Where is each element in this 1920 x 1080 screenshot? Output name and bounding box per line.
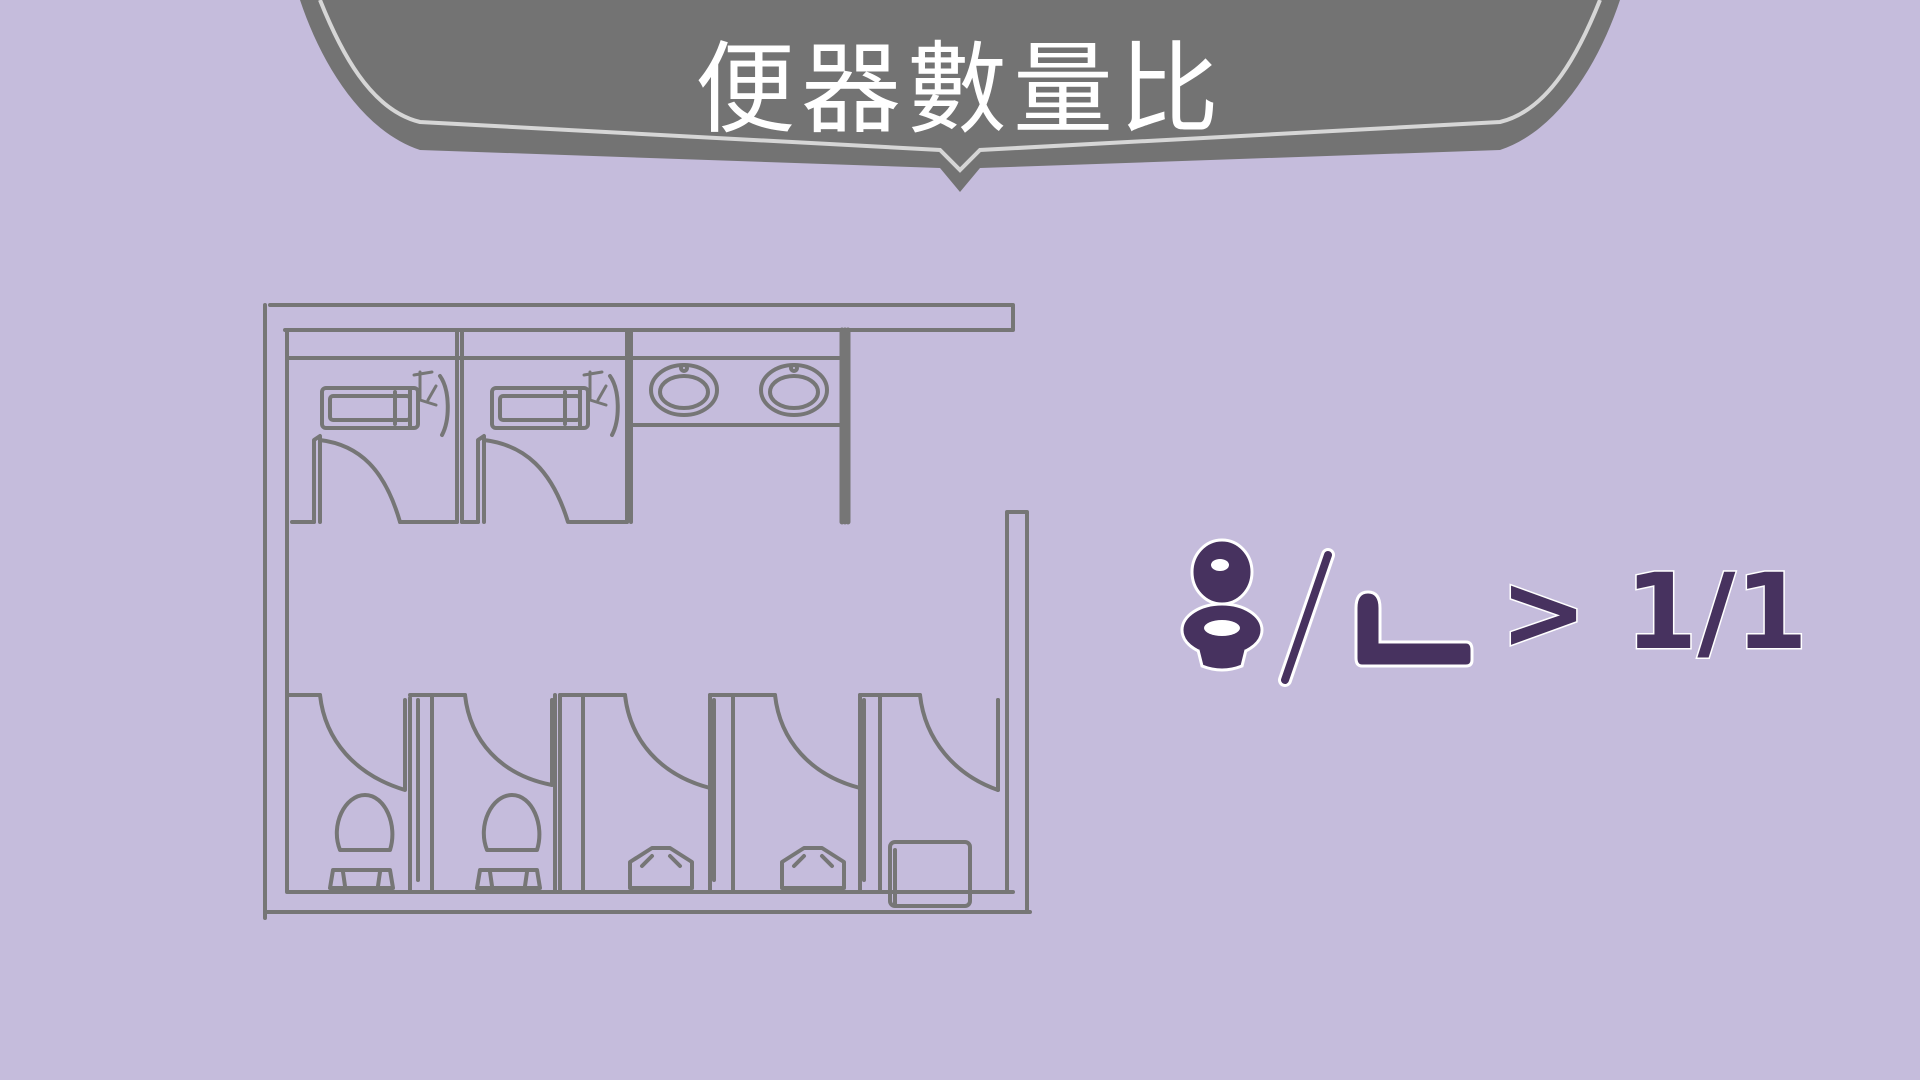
ratio-value: 1/1 [1625,551,1808,673]
sink-icon-2 [759,363,829,417]
toilet-icon-1 [328,793,395,890]
squat-toilet-icon-2 [780,846,846,890]
outer-wall [263,303,1032,920]
thick-wall [839,327,851,525]
page-title: 便器數量比 [695,31,1225,148]
bath-door-1 [312,434,402,524]
squat-toilet-icon-1 [628,846,694,890]
bath-door-2 [476,434,570,524]
inner-wall [285,328,1015,894]
title-banner [300,0,1620,192]
greater-than-symbol: > [1500,551,1587,673]
bathtub-icon-1 [320,370,450,437]
urinal-icon [1354,590,1474,668]
toilet-icon-2 [475,793,542,890]
slash-icon-fill [1281,551,1332,684]
bathtub-icon-2 [490,370,620,437]
toilet-icon [1180,538,1264,672]
right-wall [1005,510,1029,914]
sink-icon-1 [649,363,719,417]
fixture-ratio: > 1/1 [1180,538,1809,687]
mop-sink-icon [888,840,972,908]
